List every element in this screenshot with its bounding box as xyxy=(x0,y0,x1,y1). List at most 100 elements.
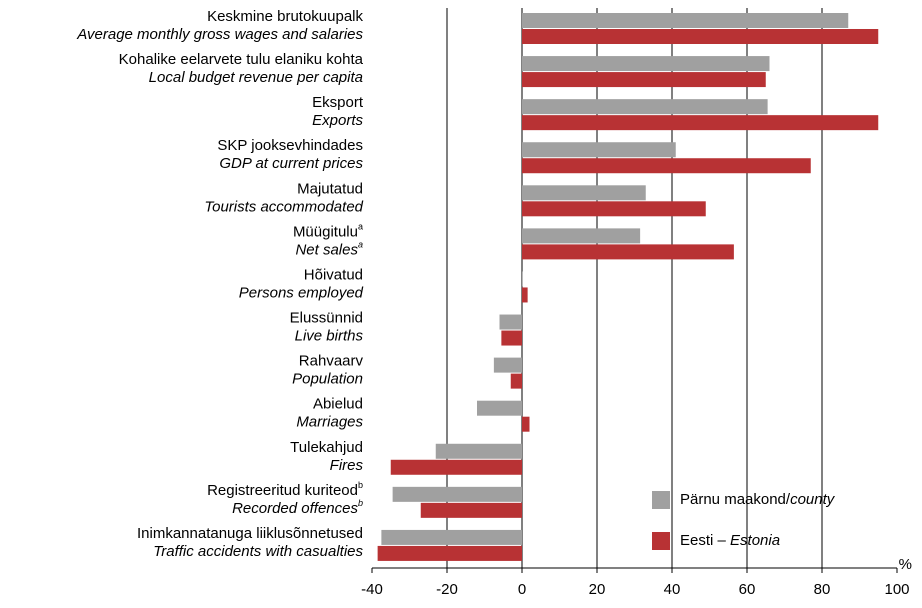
category-label-en: Population xyxy=(292,371,363,388)
legend-name: Eesti – xyxy=(680,532,730,549)
category-label-en: Local budget revenue per capita xyxy=(149,69,363,86)
bar xyxy=(522,244,734,260)
bar xyxy=(522,185,646,201)
category-label: Keskmine brutokuupalk xyxy=(207,8,363,25)
category-name: Elussünnid xyxy=(290,310,363,327)
category-name-en: Traffic accidents with casualties xyxy=(153,543,363,560)
legend-label: Pärnu maakond/county xyxy=(680,491,836,508)
category-name: Registreeritud kuriteod xyxy=(207,482,358,499)
x-axis-label: % xyxy=(899,556,912,573)
footnote-marker: a xyxy=(358,240,363,250)
legend-name: Pärnu maakond/ xyxy=(680,491,791,508)
category-label-en: Marriages xyxy=(296,414,363,431)
bar xyxy=(381,529,522,545)
category-name-en: Average monthly gross wages and salaries xyxy=(76,26,363,43)
category-label: Registreeritud kuriteodb xyxy=(207,480,363,499)
category-label-en: Recorded offencesb xyxy=(232,498,363,517)
x-tick-label: 40 xyxy=(664,581,681,598)
bar xyxy=(522,142,676,158)
category-name: Keskmine brutokuupalk xyxy=(207,8,363,25)
legend-name-italic: Estonia xyxy=(730,532,780,549)
bar xyxy=(420,502,522,518)
category-label: Tulekahjud xyxy=(290,439,363,456)
bar xyxy=(522,158,811,174)
category-name: SKP jooksevhindades xyxy=(217,137,363,154)
category-name: Müügitulu xyxy=(293,223,358,240)
footnote-marker: b xyxy=(358,480,363,490)
legend-name-italic: county xyxy=(790,491,836,508)
category-name-en: Marriages xyxy=(296,414,363,431)
bar xyxy=(522,56,770,72)
category-label: Inimkannatanuga liiklusõnnetused xyxy=(137,525,363,542)
bar xyxy=(477,400,522,416)
category-label-en: Live births xyxy=(295,328,364,345)
x-tick-label: 100 xyxy=(884,581,909,598)
bar xyxy=(493,357,522,373)
category-name-en: Fires xyxy=(330,457,364,474)
bar xyxy=(435,443,522,459)
category-label: Kohalike eelarvete tulu elaniku kohta xyxy=(119,51,364,68)
category-name-en: Tourists accommodated xyxy=(204,198,363,215)
category-name-en: Live births xyxy=(295,328,364,345)
bar xyxy=(522,29,879,44)
footnote-marker: a xyxy=(358,222,363,232)
bar xyxy=(390,459,522,475)
category-name-en: Persons employed xyxy=(239,284,364,301)
x-tick-label: -40 xyxy=(361,581,383,598)
category-name-en: Exports xyxy=(312,112,363,129)
bar xyxy=(501,330,522,346)
category-label: Rahvaarv xyxy=(299,353,364,370)
category-name-en: Population xyxy=(292,371,363,388)
category-label: Eksport xyxy=(312,94,364,111)
category-name: Tulekahjud xyxy=(290,439,363,456)
category-label: Majutatud xyxy=(297,180,363,197)
bar xyxy=(499,314,522,330)
bar xyxy=(522,416,530,432)
category-label: SKP jooksevhindades xyxy=(217,137,363,154)
bar xyxy=(522,228,641,244)
category-label: Elussünnid xyxy=(290,310,363,327)
category-label-en: Fires xyxy=(330,457,364,474)
x-tick-label: 0 xyxy=(518,581,526,598)
x-tick-label: 60 xyxy=(739,581,756,598)
legend-label: Eesti – Estonia xyxy=(680,532,780,549)
bar xyxy=(522,72,766,88)
category-name: Inimkannatanuga liiklusõnnetused xyxy=(137,525,363,542)
category-label-en: Traffic accidents with casualties xyxy=(153,543,363,560)
x-tick-label: 80 xyxy=(814,581,831,598)
bar xyxy=(377,545,522,561)
category-name-en: Net sales xyxy=(295,241,358,258)
category-name-en: Recorded offences xyxy=(232,500,358,517)
x-tick-label: -20 xyxy=(436,581,458,598)
bar xyxy=(522,201,706,217)
footnote-marker: b xyxy=(358,498,363,508)
bar xyxy=(522,287,528,303)
category-name: Abielud xyxy=(313,396,363,413)
legend-swatch xyxy=(652,491,670,509)
bar xyxy=(522,115,879,131)
category-name-en: GDP at current prices xyxy=(219,155,363,172)
category-name: Eksport xyxy=(312,94,364,111)
category-name-en: Local budget revenue per capita xyxy=(149,69,363,86)
category-label-en: Net salesa xyxy=(295,240,363,259)
x-tick-label: 20 xyxy=(589,581,606,598)
category-label: Hõivatud xyxy=(304,266,363,283)
category-name: Majutatud xyxy=(297,180,363,197)
category-label-en: Persons employed xyxy=(239,284,364,301)
bar xyxy=(510,373,522,389)
category-label-en: Tourists accommodated xyxy=(204,198,363,215)
bar xyxy=(522,271,523,287)
category-name: Hõivatud xyxy=(304,266,363,283)
category-name: Kohalike eelarvete tulu elaniku kohta xyxy=(119,51,364,68)
category-label: Müügitulua xyxy=(293,222,363,241)
bar xyxy=(522,13,849,28)
category-name: Rahvaarv xyxy=(299,353,364,370)
category-label: Abielud xyxy=(313,396,363,413)
legend-swatch xyxy=(652,532,670,550)
category-label-en: Exports xyxy=(312,112,363,129)
category-label-en: Average monthly gross wages and salaries xyxy=(76,26,363,43)
bar xyxy=(522,99,768,115)
category-label-en: GDP at current prices xyxy=(219,155,363,172)
bar xyxy=(392,486,522,502)
